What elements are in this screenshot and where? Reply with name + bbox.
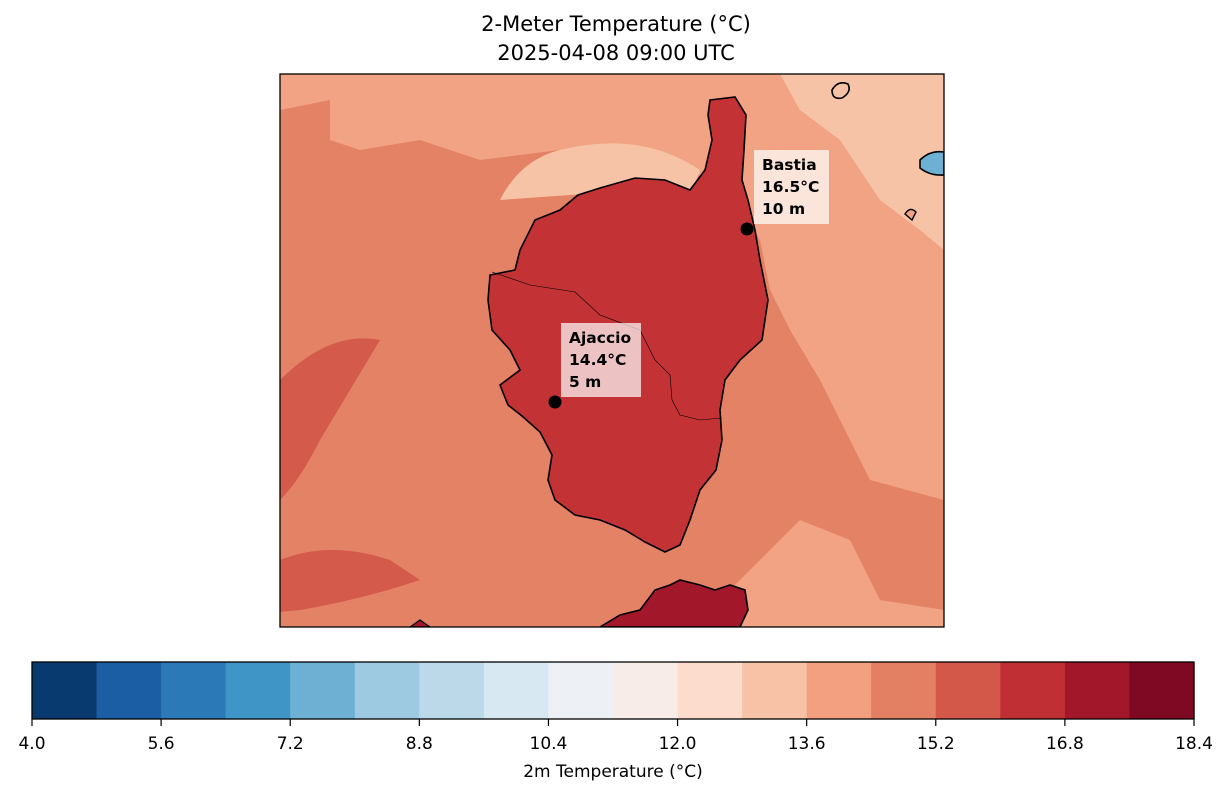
colorbar-segment [677,662,743,719]
pale-sea-zone [780,74,944,250]
colorbar-segment [613,662,679,719]
colorbar-tick-label: 15.2 [916,734,955,754]
colorbar-frame [31,661,1195,720]
colorbar-tick-label: 10.4 [529,734,568,754]
colorbar-label: 2m Temperature (°C) [523,762,703,782]
station-label-bastia: Bastia 16.5°C 10 m [754,150,830,224]
station-temperature: 16.5°C [762,178,820,196]
station-name: Ajaccio [569,329,632,347]
warm-sea-zone-south [720,520,944,627]
station-label-ajaccio: Ajaccio 14.4°C 5 m [561,323,642,397]
station-elevation: 10 m [762,200,806,218]
colorbar-segment [548,662,614,719]
colorbar-ticks [31,719,1195,726]
colorbar-segment [32,662,98,719]
colorbar-tick-label: 12.0 [658,734,697,754]
colorbar-segment [1000,662,1066,719]
station-marker-bastia [740,222,754,236]
station-name: Bastia [762,156,817,174]
cool-sea-streak [280,338,380,500]
map-subtitle: 2025-04-08 09:00 UTC [497,41,735,65]
colorbar-segment [871,662,937,719]
colorbar-tick-label: 8.8 [405,734,433,754]
capraia-island [831,82,850,100]
department-border [491,271,723,421]
colorbar-segment [96,662,162,719]
cool-sea-streak-south [280,550,420,612]
colorbar-tick-label: 13.6 [787,734,826,754]
elba-island [919,150,944,176]
colorbar-segment [935,662,1001,719]
islet-sw [408,619,432,627]
station-marker-ajaccio [548,395,562,409]
colorbar-segment [1064,662,1131,719]
colorbar-tick-label: 7.2 [276,734,304,754]
colorbar-tick-label: 16.8 [1045,734,1084,754]
map-title: 2-Meter Temperature (°C) [481,12,751,36]
sardinia-land [598,579,749,627]
station-elevation: 5 m [569,373,602,391]
colorbar-tick-label: 5.6 [147,734,175,754]
colorbar-segment [806,662,872,719]
pianosa-island [904,208,917,222]
colorbar-segment [290,662,356,719]
colorbar-segment [354,662,420,719]
colorbar-tick-label: 18.4 [1175,734,1213,754]
colorbar-tick-label: 4.0 [18,734,46,754]
colorbar-segment [483,662,550,719]
map-frame [279,73,945,628]
colorbar-segment [225,662,291,719]
colorbar-segment [1129,662,1195,719]
colorbar-segment [161,662,227,719]
station-temperature: 14.4°C [569,351,627,369]
colorbar-segment [742,662,808,719]
colorbar-segment [419,662,485,719]
colorbar [32,662,1195,719]
